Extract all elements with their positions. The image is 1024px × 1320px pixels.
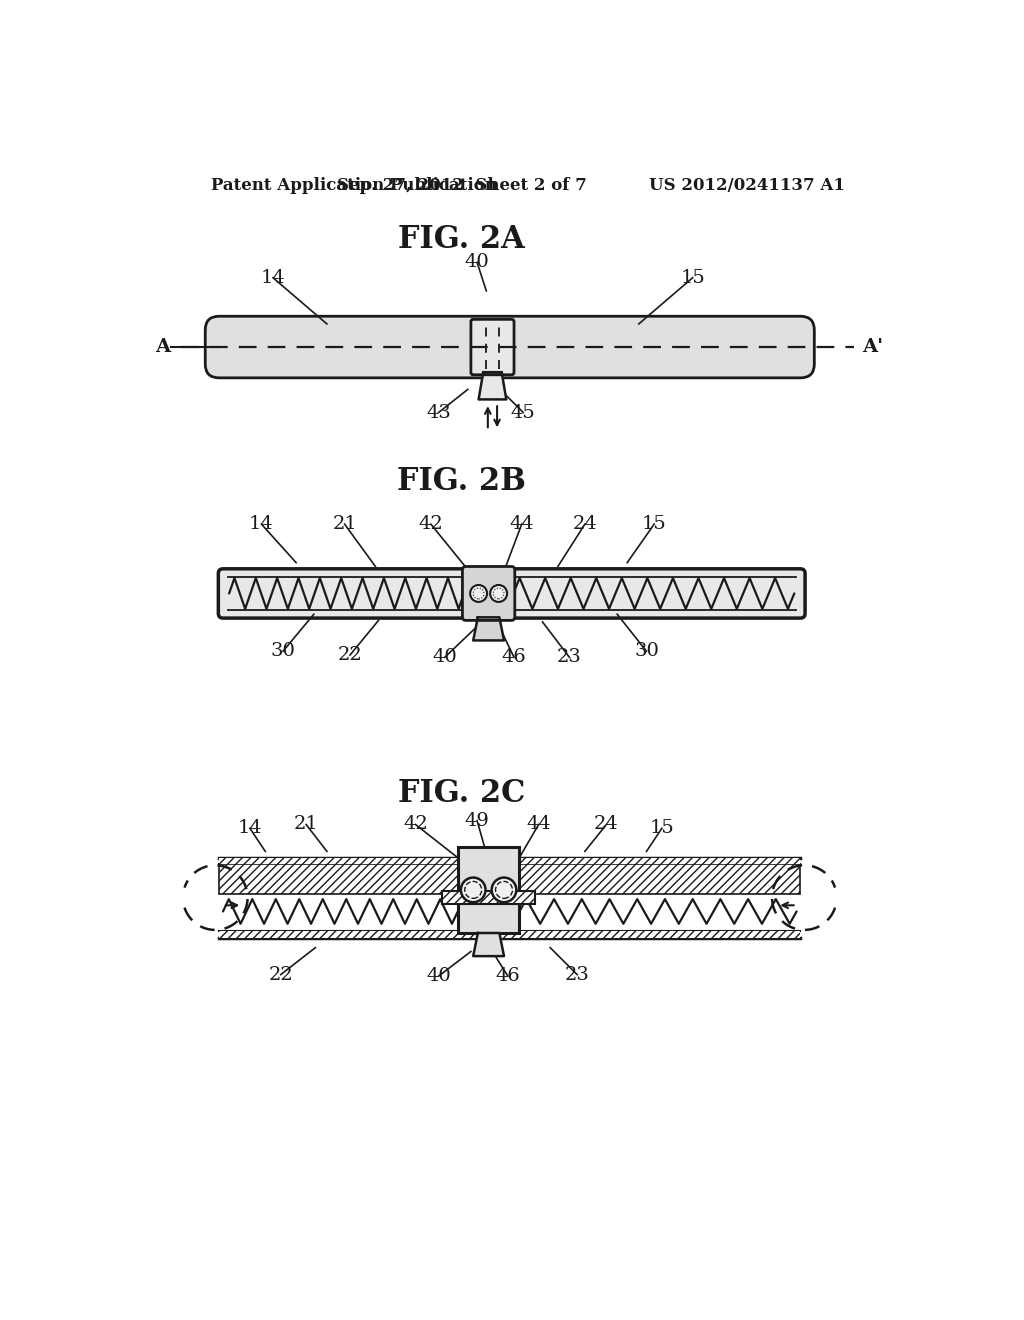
Text: FIG. 2A: FIG. 2A xyxy=(398,224,525,255)
Polygon shape xyxy=(473,618,504,640)
Polygon shape xyxy=(478,372,506,400)
Text: Sep. 27, 2012  Sheet 2 of 7: Sep. 27, 2012 Sheet 2 of 7 xyxy=(337,177,587,194)
Text: 46: 46 xyxy=(496,968,520,985)
Text: 14: 14 xyxy=(261,269,286,286)
Text: FIG. 2B: FIG. 2B xyxy=(397,466,526,498)
FancyBboxPatch shape xyxy=(218,569,805,618)
Bar xyxy=(458,847,519,933)
Text: 21: 21 xyxy=(294,816,318,833)
Text: 42: 42 xyxy=(419,515,443,533)
Text: 40: 40 xyxy=(426,968,451,985)
Text: Patent Application Publication: Patent Application Publication xyxy=(211,177,498,194)
Text: 15: 15 xyxy=(680,269,706,286)
FancyBboxPatch shape xyxy=(205,317,814,378)
Text: 46: 46 xyxy=(502,648,526,667)
Text: 44: 44 xyxy=(509,515,535,533)
Circle shape xyxy=(470,585,487,602)
Text: 21: 21 xyxy=(332,515,357,533)
Text: 40: 40 xyxy=(432,648,457,667)
FancyBboxPatch shape xyxy=(471,319,514,375)
Text: US 2012/0241137 A1: US 2012/0241137 A1 xyxy=(648,177,845,194)
Text: 49: 49 xyxy=(465,812,489,829)
Circle shape xyxy=(492,878,516,903)
Text: 23: 23 xyxy=(557,648,582,667)
Text: 40: 40 xyxy=(465,253,489,272)
FancyBboxPatch shape xyxy=(463,566,515,620)
Bar xyxy=(442,891,535,904)
Circle shape xyxy=(490,585,507,602)
Text: 22: 22 xyxy=(338,645,362,664)
Text: 14: 14 xyxy=(238,820,262,837)
Text: 15: 15 xyxy=(642,515,667,533)
Text: 24: 24 xyxy=(594,816,618,833)
Text: A': A' xyxy=(862,338,883,356)
Bar xyxy=(219,863,458,894)
Text: 44: 44 xyxy=(526,816,551,833)
Text: 15: 15 xyxy=(649,820,674,837)
Bar xyxy=(519,863,801,894)
Text: FIG. 2C: FIG. 2C xyxy=(398,779,525,809)
Text: 24: 24 xyxy=(572,515,597,533)
Circle shape xyxy=(461,878,485,903)
Text: 14: 14 xyxy=(249,515,273,533)
Bar xyxy=(219,932,801,937)
Bar xyxy=(219,858,801,863)
Text: 23: 23 xyxy=(564,966,590,983)
Text: A: A xyxy=(156,338,171,356)
Text: 42: 42 xyxy=(403,816,428,833)
Text: 22: 22 xyxy=(268,966,293,983)
Polygon shape xyxy=(473,933,504,956)
Text: 30: 30 xyxy=(634,643,658,660)
Text: 43: 43 xyxy=(426,404,451,421)
Text: 45: 45 xyxy=(511,404,536,421)
Text: 30: 30 xyxy=(270,643,296,660)
